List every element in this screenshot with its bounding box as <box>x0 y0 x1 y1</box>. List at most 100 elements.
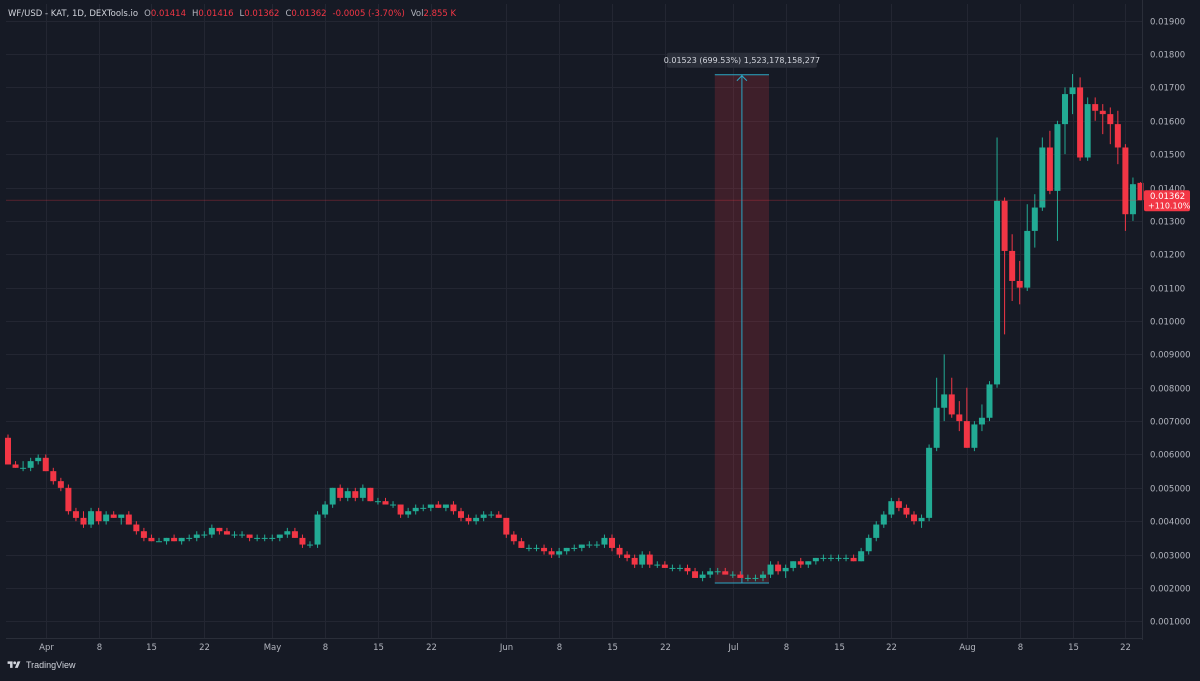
y-tick-label: 0.002000 <box>1150 585 1191 595</box>
candle-body <box>118 514 125 518</box>
candle-body <box>775 564 782 572</box>
candle-body <box>1092 104 1099 111</box>
candle-body <box>986 384 993 418</box>
candle-body <box>367 487 374 502</box>
tradingview-branding[interactable]: TradingView <box>6 660 76 670</box>
candle-body <box>571 547 578 549</box>
candle-body <box>646 554 653 565</box>
y-tick-label: 0.01100 <box>1150 285 1185 295</box>
candle-body <box>374 501 381 503</box>
candle-body <box>420 507 427 509</box>
candle-body <box>284 531 291 535</box>
candle-body <box>510 534 517 542</box>
candle-body <box>820 557 827 559</box>
x-tick-label: Aug <box>959 643 976 653</box>
high-value: 0.01416 <box>198 9 234 19</box>
x-tick-label: 15 <box>146 643 157 653</box>
candle-body <box>858 551 865 562</box>
candle-body <box>790 561 797 568</box>
candle-body <box>231 534 238 536</box>
y-tick-label: 0.005000 <box>1150 485 1191 495</box>
candle-body <box>442 504 449 508</box>
candle-body <box>518 541 525 548</box>
y-tick-label: 0.01900 <box>1150 18 1185 28</box>
candle-body <box>1114 124 1121 148</box>
candle-body <box>760 574 766 578</box>
candles <box>5 74 1144 582</box>
candle-body <box>307 544 313 546</box>
candle-body <box>337 487 344 498</box>
x-tick-label: 8 <box>97 643 102 653</box>
candle-body <box>156 541 162 543</box>
candle-body <box>1031 207 1038 231</box>
candle-body <box>1069 87 1076 95</box>
candle-body <box>692 571 699 578</box>
y-tick-label: 0.004000 <box>1150 518 1191 528</box>
candle-body <box>246 534 253 538</box>
measure-tool[interactable]: 0.01523 (699.53%) 1,523,178,158,277 <box>664 52 820 584</box>
candle-body <box>586 544 593 546</box>
candle-body <box>405 511 412 515</box>
candle-body <box>50 471 57 482</box>
axes: 0.001000 0.002000 0.003000 0.004000 0.005000… <box>6 0 1191 653</box>
candle-body <box>895 501 902 508</box>
candle-body <box>140 531 147 538</box>
candle-body <box>843 557 850 559</box>
candle-body <box>269 537 276 539</box>
candle-body <box>654 564 661 566</box>
candle-body <box>88 511 95 525</box>
candle-body <box>344 491 351 498</box>
candle-body <box>12 464 19 468</box>
candle-body <box>729 574 736 576</box>
x-tick-label: 22 <box>660 643 671 653</box>
candle-body <box>390 504 397 506</box>
candle-body <box>933 407 940 448</box>
x-tick-label: 15 <box>1068 643 1079 653</box>
candle-body <box>850 557 857 562</box>
open-value: 0.01414 <box>150 9 186 19</box>
candle-body <box>458 511 464 518</box>
candle-body <box>412 507 419 512</box>
candle-body <box>669 567 676 569</box>
candle-body <box>1122 147 1129 215</box>
candle-body <box>103 514 110 522</box>
candle-body <box>941 394 948 408</box>
last-price-badge <box>1144 190 1190 212</box>
y-tick-label: 0.003000 <box>1150 552 1191 562</box>
y-tick-label: 0.008000 <box>1150 385 1191 395</box>
x-tick-label: Jul <box>727 643 738 653</box>
candle-body <box>148 537 155 542</box>
candle-body <box>1107 114 1114 125</box>
x-tick-label: 8 <box>1018 643 1023 653</box>
candle-body <box>291 531 298 538</box>
candle-body <box>1054 124 1061 191</box>
candle-body <box>1009 250 1016 281</box>
candle-body <box>65 487 72 512</box>
candle-body <box>609 537 615 548</box>
tradingview-logo-icon <box>7 661 21 668</box>
x-tick-label: Apr <box>39 643 54 653</box>
measure-arrow-icon <box>736 75 748 82</box>
symbol-label[interactable]: WF/USD - KAT, 1D, DEXTools.io <box>8 9 139 19</box>
grid <box>6 4 1142 638</box>
candle-body <box>948 394 955 415</box>
candle-body <box>193 534 200 538</box>
candle-body <box>737 574 744 578</box>
candle-body <box>812 557 819 562</box>
y-tick-label: 0.01700 <box>1150 84 1185 94</box>
candle-body <box>95 511 102 522</box>
candle-body <box>888 501 895 515</box>
candle-body <box>556 551 563 555</box>
candle-body <box>880 514 887 525</box>
candle-body <box>827 557 834 559</box>
y-tick-label: 0.01800 <box>1150 51 1185 61</box>
candle-body <box>978 417 985 425</box>
candle-body <box>473 517 480 522</box>
candle-body <box>956 414 963 422</box>
candle-body <box>676 567 683 569</box>
x-tick-label: 8 <box>784 643 789 653</box>
candle-body <box>208 527 215 535</box>
candle-body <box>1099 110 1106 115</box>
